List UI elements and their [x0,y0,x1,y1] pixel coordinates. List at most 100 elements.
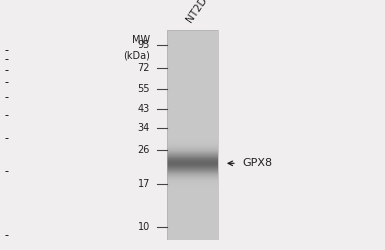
Bar [167,135,218,136]
Bar [167,239,218,240]
Bar [167,128,218,129]
Bar [167,178,218,179]
Bar [167,193,218,194]
Bar [167,226,218,227]
Bar [167,80,218,81]
Bar [167,123,218,124]
Text: NT2D1: NT2D1 [184,0,213,24]
Bar [167,221,218,222]
Bar [167,150,218,151]
Bar [167,130,218,131]
Bar [167,64,218,65]
Bar [167,147,218,148]
Bar [167,85,218,86]
Bar [167,153,218,154]
Bar [167,95,218,96]
Bar [167,31,218,32]
Bar [167,137,218,138]
Bar [167,166,218,167]
Bar [167,65,218,66]
Bar [167,190,218,191]
Bar [167,181,218,182]
Bar [167,168,218,169]
Bar [167,51,218,52]
Bar [167,34,218,35]
Bar [167,159,218,160]
Bar [167,114,218,115]
Bar [167,48,218,49]
Bar [167,180,218,181]
Bar [167,146,218,147]
Bar [167,122,218,123]
Bar [167,131,218,132]
Bar [167,195,218,196]
Bar [167,201,218,202]
Bar [167,170,218,171]
Bar [167,136,218,137]
Bar [167,118,218,119]
Bar [167,161,218,162]
Bar [167,58,218,59]
Bar [167,197,218,198]
Bar [167,217,218,218]
Bar [167,103,218,104]
Bar [167,234,218,235]
Bar [167,205,218,206]
Bar [167,70,218,71]
Bar [167,233,218,234]
Bar [167,203,218,204]
Bar [167,90,218,91]
Bar [167,222,218,223]
Bar [167,231,218,232]
Bar [167,133,218,134]
Bar [167,124,218,125]
Bar [167,120,218,121]
Bar [167,220,218,221]
Bar [167,167,218,168]
Bar [167,113,218,114]
Bar [167,102,218,103]
Bar [167,158,218,159]
Bar [167,37,218,38]
Bar [167,232,218,233]
Bar [167,56,218,57]
Bar [167,132,218,133]
Text: 10: 10 [138,222,150,232]
Bar [167,61,218,62]
Bar [167,165,218,166]
Bar [167,160,218,161]
Bar [167,96,218,97]
Bar [167,93,218,94]
Text: GPX8: GPX8 [243,158,273,168]
Bar [167,83,218,84]
Bar [167,42,218,43]
Bar [167,236,218,237]
Bar [167,39,218,40]
Bar [167,192,218,193]
Bar [167,36,218,37]
Bar [167,186,218,187]
Bar [167,54,218,55]
Bar [167,111,218,112]
Text: 17: 17 [137,179,150,189]
Bar [167,91,218,92]
Bar [167,179,218,180]
Bar [167,77,218,78]
Bar [167,204,218,205]
Bar [167,109,218,110]
Bar [167,72,218,73]
Bar [167,45,218,46]
Bar [167,172,218,173]
Bar [167,208,218,209]
Bar [167,32,218,33]
Bar [167,228,218,229]
Bar [167,117,218,118]
Bar [167,40,218,41]
Bar [167,164,218,165]
Bar [167,191,218,192]
Bar [167,104,218,105]
Bar [167,66,218,67]
Bar [167,57,218,58]
Bar [167,119,218,120]
Bar [167,187,218,188]
